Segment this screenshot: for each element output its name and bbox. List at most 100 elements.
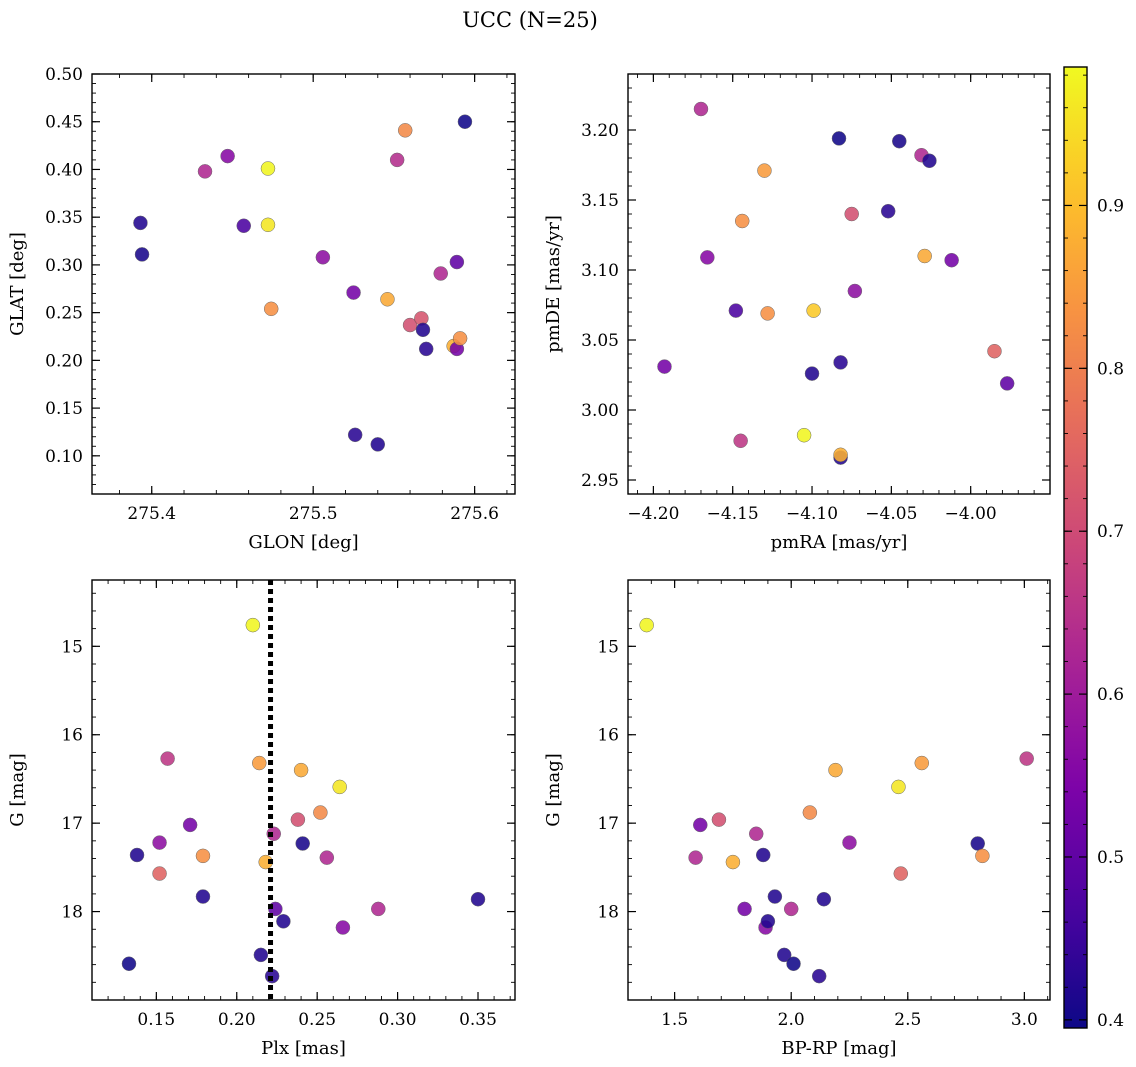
scatter-point — [806, 303, 821, 318]
x-axis-label: pmRA [mas/yr] — [771, 532, 908, 553]
x-axis-label: BP-RP [mag] — [781, 1038, 896, 1059]
scatter-point — [734, 213, 750, 229]
scatter-point — [402, 317, 418, 333]
scatter-panel-1: 275.4 275.5 275.6 0.10 0.15 0.20 0.25 0.30 0.35 0… — [7, 65, 516, 553]
scatter-point — [783, 901, 799, 917]
axes-frame — [91, 579, 516, 1001]
y-axis-label: pmDE [mas/yr] — [543, 215, 564, 353]
axes-frame — [91, 73, 516, 495]
scatter-point — [370, 437, 386, 452]
scatter-point — [129, 847, 145, 863]
y-tick-label: 17 — [61, 814, 83, 834]
scatter-point — [975, 848, 990, 864]
scatter-point — [757, 163, 772, 178]
scatter-point — [760, 914, 776, 929]
y-tick-label: 3.10 — [581, 261, 619, 281]
scatter-point — [266, 826, 281, 842]
scatter-point — [847, 283, 863, 299]
scatter-point — [470, 891, 486, 907]
y-axis-label: GLAT [deg] — [7, 232, 28, 336]
scatter-point — [195, 889, 211, 904]
scatter-point — [290, 812, 306, 827]
y-tick-label: 0.40 — [45, 160, 83, 180]
y-tick-label: 3.15 — [581, 191, 619, 211]
scatter-point — [449, 254, 465, 270]
scatter-point — [639, 617, 654, 633]
x-tick-label: −4.20 — [627, 504, 679, 524]
y-tick-label: 0.20 — [45, 351, 83, 371]
y-tick-label: 17 — [597, 814, 619, 834]
scatter-point — [152, 866, 167, 881]
colorbar-tick-label: 0.6 — [1097, 685, 1124, 705]
scatter-point — [197, 164, 213, 179]
data-points — [121, 617, 486, 984]
y-axis-label: G [mag] — [543, 753, 564, 826]
scatter-point — [295, 836, 310, 851]
scatter-point — [844, 206, 859, 222]
scatter-point — [260, 161, 276, 176]
scatter-point — [816, 891, 832, 907]
scatter-panel-4: 1.5 2.0 2.5 3.0 15 16 17 18 BP-RP [mag] G [mag] — [543, 579, 1051, 1059]
scatter-point — [786, 956, 801, 971]
scatter-point — [760, 306, 775, 321]
scatter-point — [220, 148, 235, 164]
scatter-point — [891, 779, 906, 795]
data-points — [133, 114, 473, 452]
data-points — [639, 617, 1034, 984]
scatter-point — [418, 341, 434, 357]
scatter-point — [725, 854, 741, 870]
colorbar-tick-label: 0.4 — [1097, 1011, 1124, 1031]
scatter-point — [260, 217, 276, 233]
data-points — [657, 101, 1015, 465]
x-tick-label: 1.5 — [661, 1010, 688, 1030]
y-tick-label: 3.05 — [581, 331, 619, 351]
y-tick-label: 0.25 — [45, 304, 83, 324]
scatter-point — [944, 252, 959, 268]
scatter-point — [389, 152, 405, 168]
scatter-point — [657, 359, 672, 374]
scatter-point — [893, 866, 909, 881]
scatter-point — [776, 947, 792, 963]
x-tick-label: 275.6 — [450, 504, 499, 524]
colorbar-tick-label: 0.8 — [1097, 359, 1124, 379]
x-tick-label: 0.20 — [218, 1010, 256, 1030]
scatter-point — [182, 817, 198, 833]
scatter-point — [733, 433, 748, 449]
scatter-point — [293, 762, 309, 778]
scatter-point — [833, 447, 848, 463]
y-tick-label: 0.50 — [45, 65, 83, 85]
colorbar-tick-label: 0.5 — [1097, 848, 1124, 868]
scatter-point — [332, 779, 347, 795]
scatter-point — [252, 755, 267, 771]
x-tick-label: 0.35 — [459, 1010, 497, 1030]
scatter-point — [253, 947, 269, 963]
x-tick-label: −4.15 — [707, 504, 759, 524]
scatter-point — [688, 850, 703, 865]
y-axis-label: G [mag] — [7, 753, 28, 826]
scatter-point — [999, 376, 1015, 391]
scatter-point — [737, 901, 752, 917]
scatter-point — [828, 762, 843, 778]
scatter-panel-3: 0.15 0.20 0.25 0.30 0.35 15 16 17 18 Plx [mas] G [… — [7, 579, 516, 1059]
colorbar-gradient — [1064, 67, 1087, 1028]
scatter-point — [347, 427, 363, 443]
scatter-point — [263, 301, 279, 317]
y-tick-label: 15 — [597, 637, 619, 657]
scatter-point — [711, 812, 727, 827]
x-tick-label: −4.05 — [865, 504, 917, 524]
scatter-point — [313, 805, 328, 820]
scatter-point — [767, 889, 783, 904]
scatter-point — [693, 101, 709, 117]
scatter-point — [236, 218, 252, 234]
scatter-point — [970, 836, 985, 851]
scatter-point — [922, 153, 937, 169]
scatter-point — [892, 133, 907, 149]
x-tick-label: 2.5 — [894, 1010, 921, 1030]
x-axis-label: GLON [deg] — [248, 532, 358, 553]
scatter-point — [397, 123, 413, 138]
colorbar-frame — [1063, 66, 1088, 1029]
y-tick-label: 0.35 — [45, 208, 83, 228]
scatter-point — [457, 114, 473, 129]
scatter-point — [804, 366, 820, 381]
scatter-point — [880, 203, 896, 219]
